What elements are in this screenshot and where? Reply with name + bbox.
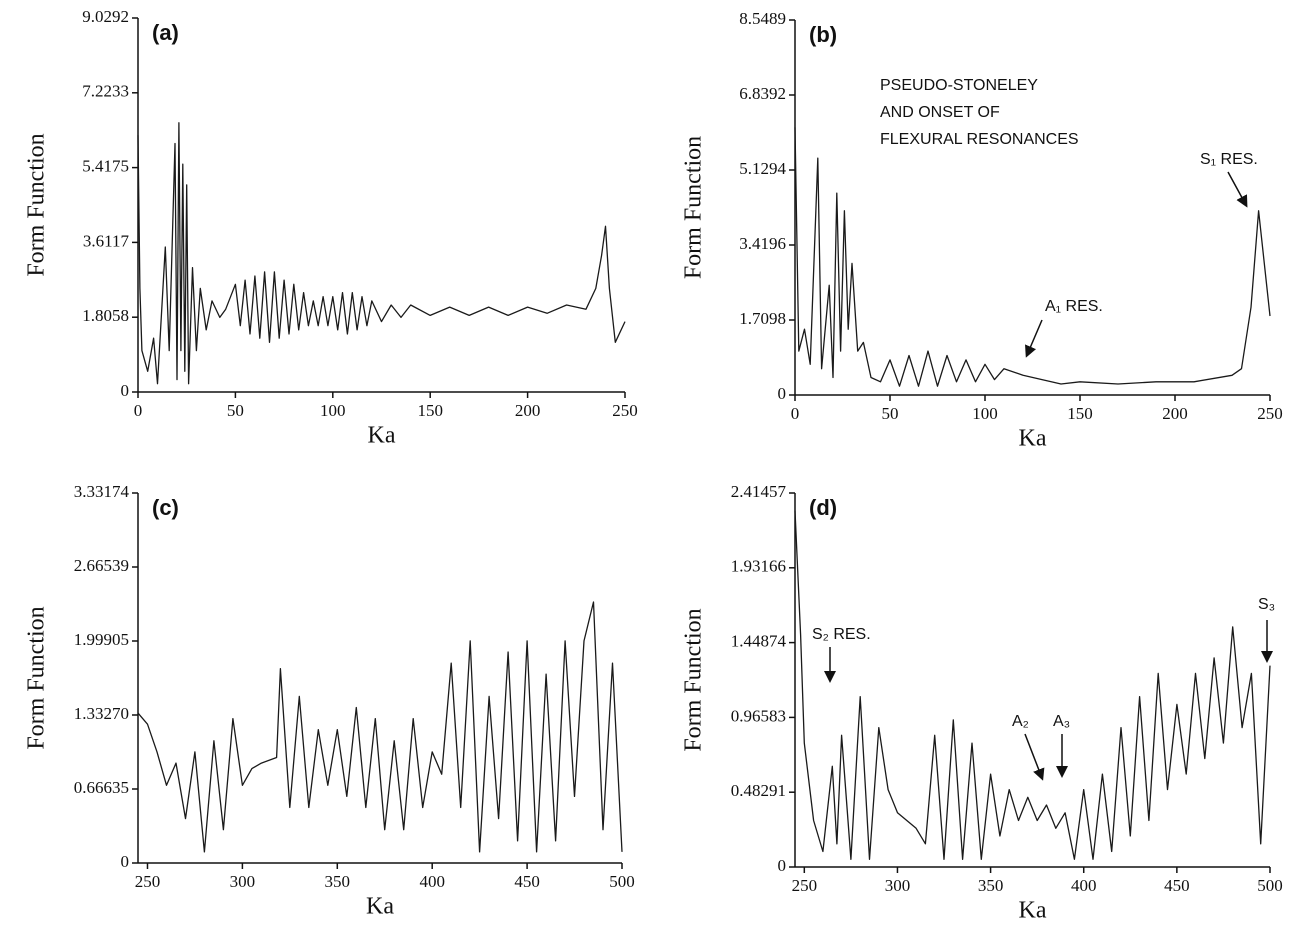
x-tick-label: 250 — [135, 872, 161, 891]
data-line — [794, 127, 1271, 387]
y-tick-label: 0.66635 — [74, 778, 129, 797]
annotation-arrow — [1227, 171, 1248, 208]
y-tick-label: 0.96583 — [731, 706, 786, 725]
x-axis-label: Ka — [1019, 426, 1047, 452]
x-tick-label: 350 — [978, 876, 1004, 895]
data-line — [794, 510, 1271, 860]
panel-label: (b) — [809, 22, 837, 47]
y-axis-label: Form Function — [24, 606, 50, 749]
x-axis-label: Ka — [368, 423, 396, 449]
annotation: AND ONSET OF — [880, 104, 1000, 121]
y-tick-label: 0 — [121, 381, 130, 400]
y-tick-label: 1.8058 — [82, 306, 129, 325]
x-axis-label: Ka — [1019, 898, 1047, 924]
x-tick-label: 350 — [325, 872, 351, 891]
panel-label: (c) — [152, 495, 179, 520]
x-tick-label: 500 — [1257, 876, 1283, 895]
y-tick-label: 7.2233 — [82, 82, 129, 101]
y-tick-label: 3.33174 — [74, 482, 130, 501]
annotation: A₁ RES. — [1045, 298, 1103, 315]
x-tick-label: 250 — [1257, 404, 1283, 423]
y-tick-label: 1.99905 — [74, 630, 129, 649]
annotation: PSEUDO-STONELEY — [880, 77, 1038, 94]
y-axis-label: Form Function — [681, 608, 707, 751]
y-tick-label: 1.44874 — [731, 632, 787, 651]
y-tick-label: 0 — [778, 856, 787, 875]
x-tick-label: 300 — [230, 872, 256, 891]
x-tick-label: 200 — [1162, 404, 1188, 423]
annotation: A₃ — [1053, 713, 1070, 730]
annotation: S₁ RES. — [1200, 151, 1258, 168]
y-axis-label: Form Function — [24, 133, 50, 276]
data-line — [137, 122, 626, 385]
x-tick-label: 250 — [612, 401, 638, 420]
data-line — [137, 601, 623, 853]
y-axis-label: Form Function — [681, 136, 707, 279]
y-tick-label: 6.8392 — [739, 84, 786, 103]
y-tick-label: 3.6117 — [83, 231, 130, 250]
x-tick-label: 0 — [134, 401, 143, 420]
x-tick-label: 100 — [320, 401, 346, 420]
x-tick-label: 450 — [514, 872, 540, 891]
x-tick-label: 0 — [791, 404, 800, 423]
x-tick-label: 400 — [1071, 876, 1097, 895]
y-tick-label: 2.41457 — [731, 482, 787, 501]
x-tick-label: 100 — [972, 404, 998, 423]
y-tick-label: 9.0292 — [82, 7, 129, 26]
x-tick-label: 50 — [882, 404, 899, 423]
annotation: S₃ — [1258, 596, 1275, 613]
x-tick-label: 50 — [227, 401, 244, 420]
x-axis-label: Ka — [366, 894, 394, 920]
y-tick-label: 0.48291 — [731, 781, 786, 800]
y-tick-label: 5.4175 — [82, 157, 129, 176]
x-tick-label: 250 — [792, 876, 818, 895]
y-tick-label: 0 — [778, 384, 787, 403]
annotation-arrow — [1024, 733, 1045, 781]
y-tick-label: 1.93166 — [731, 557, 786, 576]
x-tick-label: 450 — [1164, 876, 1190, 895]
y-tick-label: 2.66539 — [74, 556, 129, 575]
y-tick-label: 1.7098 — [739, 309, 786, 328]
x-tick-label: 150 — [1067, 404, 1093, 423]
annotation-arrow — [1025, 319, 1043, 358]
x-tick-label: 150 — [417, 401, 443, 420]
annotation: S₂ RES. — [812, 626, 871, 643]
x-tick-label: 400 — [419, 872, 445, 891]
panel-label: (d) — [809, 495, 837, 520]
y-tick-label: 8.5489 — [739, 9, 786, 28]
annotation: FLEXURAL RESONANCES — [880, 131, 1079, 148]
y-tick-label: 3.4196 — [739, 234, 786, 253]
y-tick-label: 5.1294 — [739, 159, 786, 178]
x-tick-label: 200 — [515, 401, 541, 420]
x-tick-label: 300 — [885, 876, 911, 895]
panel-label: (a) — [152, 20, 179, 45]
x-tick-label: 500 — [609, 872, 635, 891]
y-tick-label: 0 — [121, 852, 130, 871]
annotation: A₂ — [1012, 713, 1029, 730]
y-tick-label: 1.33270 — [74, 704, 129, 723]
